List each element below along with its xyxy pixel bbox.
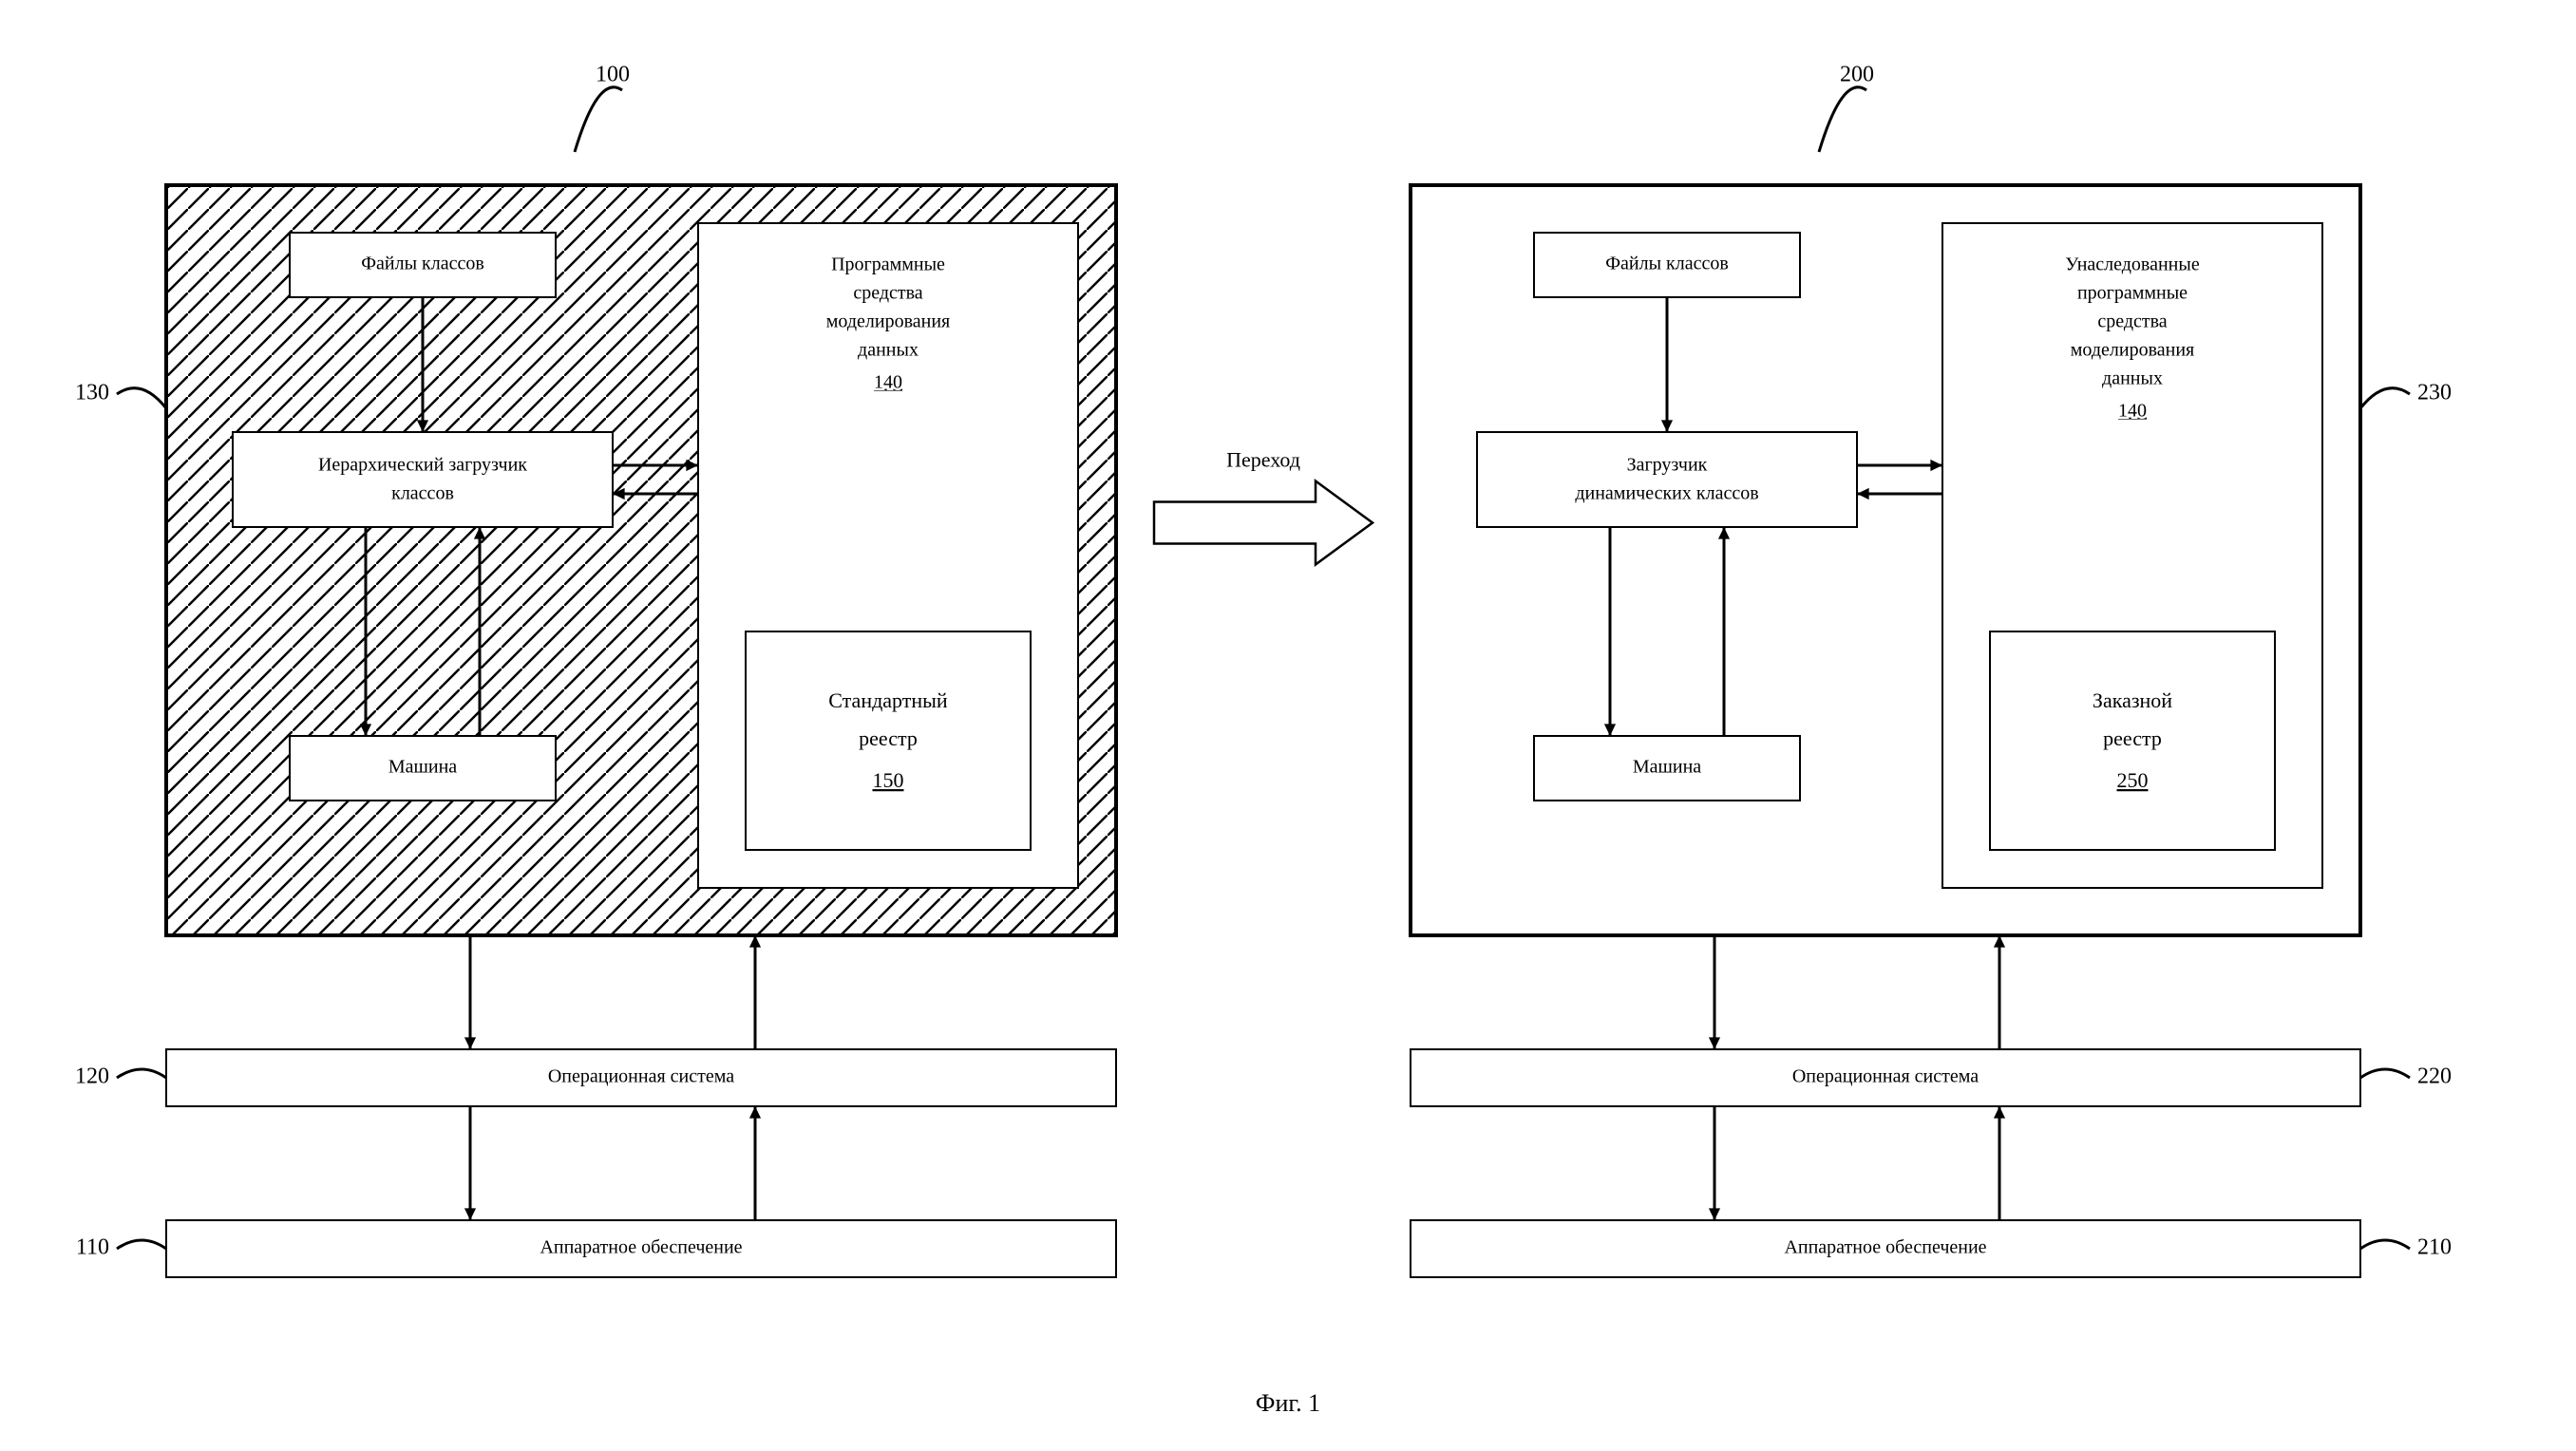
svg-text:140: 140 — [2118, 401, 2147, 422]
svg-text:110: 110 — [76, 1235, 109, 1260]
svg-text:Программные: Программные — [831, 254, 945, 275]
svg-text:динамических классов: динамических классов — [1575, 483, 1758, 504]
svg-text:Файлы классов: Файлы классов — [1605, 254, 1729, 274]
svg-text:Иерархический загрузчик: Иерархический загрузчик — [318, 455, 527, 476]
svg-text:120: 120 — [75, 1065, 109, 1089]
right-system: Файлы классов Загрузчик динамических класс… — [1411, 185, 2360, 1277]
svg-text:реестр: реестр — [2103, 726, 2162, 750]
svg-text:Машина: Машина — [1633, 757, 1701, 778]
svg-text:Машина: Машина — [388, 757, 457, 778]
svg-text:средства: средства — [853, 283, 922, 304]
svg-text:130: 130 — [75, 381, 109, 405]
svg-text:Операционная система: Операционная система — [1792, 1066, 1979, 1087]
svg-text:250: 250 — [2117, 768, 2149, 792]
svg-text:Стандартный: Стандартный — [828, 688, 948, 712]
svg-text:моделирования: моделирования — [826, 311, 950, 332]
svg-text:Унаследованные: Унаследованные — [2065, 254, 2200, 275]
svg-text:Переход: Переход — [1226, 448, 1300, 472]
svg-text:Фиг. 1: Фиг. 1 — [1256, 1389, 1320, 1417]
svg-text:150: 150 — [873, 768, 904, 792]
svg-text:Загрузчик: Загрузчик — [1627, 455, 1708, 476]
svg-text:средства: средства — [2097, 311, 2167, 332]
svg-text:Заказной: Заказной — [2093, 688, 2172, 712]
svg-text:220: 220 — [2417, 1065, 2452, 1089]
svg-text:реестр: реестр — [859, 726, 918, 750]
patent-diagram: Файлы классов Иерархический загрузчик клас… — [0, 0, 2576, 1451]
transition-arrow — [1154, 481, 1373, 565]
svg-text:140: 140 — [874, 372, 902, 393]
svg-text:Файлы классов: Файлы классов — [361, 254, 484, 274]
svg-text:230: 230 — [2417, 381, 2452, 405]
left-system: Файлы классов Иерархический загрузчик клас… — [166, 185, 1116, 1277]
svg-text:210: 210 — [2417, 1235, 2452, 1260]
svg-text:моделирования: моделирования — [2071, 340, 2194, 361]
svg-text:100: 100 — [596, 63, 630, 87]
svg-text:данных: данных — [858, 340, 919, 361]
svg-text:классов: классов — [391, 483, 454, 504]
svg-text:200: 200 — [1840, 63, 1874, 87]
svg-text:программные: программные — [2077, 283, 2188, 304]
svg-text:Аппаратное обеспечение: Аппаратное обеспечение — [1784, 1237, 1986, 1258]
svg-text:данных: данных — [2102, 368, 2163, 389]
svg-text:Аппаратное обеспечение: Аппаратное обеспечение — [540, 1237, 742, 1258]
svg-text:Операционная система: Операционная система — [548, 1066, 734, 1087]
